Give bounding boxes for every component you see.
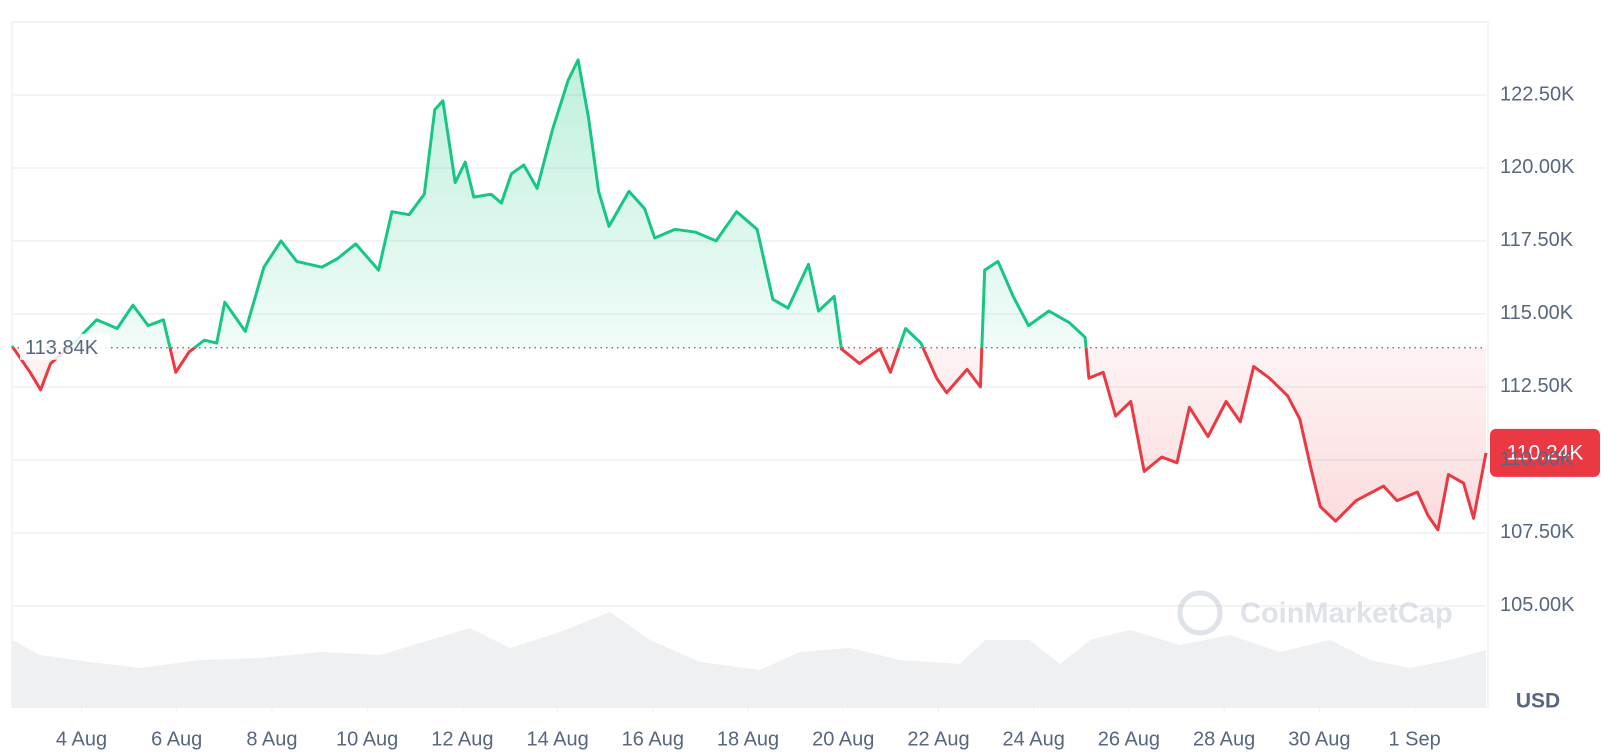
y-tick-label: 120.00K [1500,156,1575,178]
y-tick-label: 105.00K [1500,594,1575,616]
x-tick-label: 28 Aug [1193,728,1255,750]
volume-silhouette [12,612,1486,708]
y-unit-label: USD [1516,690,1560,713]
x-tick-label: 30 Aug [1288,728,1350,750]
y-tick-label: 112.50K [1500,375,1574,397]
x-tick-label: 18 Aug [717,728,779,750]
reference-label-bg [20,333,110,360]
plot: 113.84K 110.24K [10,58,1600,532]
x-tick-label: 4 Aug [56,728,107,750]
x-tick-label: 24 Aug [1003,728,1065,750]
reference-label: 113.84K [25,337,99,359]
last-price-tag [1490,428,1600,477]
y-tick-label: 115.00K [1500,302,1574,324]
x-tick-label: 6 Aug [151,728,202,750]
watermark-text: CoinMarketCap [1240,598,1453,630]
watermark: CoinMarketCap [1177,590,1453,636]
y-tick-label: 110.00K [1500,448,1574,470]
x-tick-label: 20 Aug [812,728,874,750]
x-tick-label: 10 Aug [336,728,398,750]
x-tick-label: 1 Sep [1388,728,1440,750]
x-tick-label: 26 Aug [1098,728,1160,750]
x-tick-label: 22 Aug [907,728,969,750]
last-price-label: 110.24K [1507,441,1584,464]
x-tick-label: 12 Aug [431,728,493,750]
x-tick-label: 8 Aug [246,728,297,750]
y-tick-label: 122.50K [1500,83,1575,105]
y-tick-label: 117.50K [1500,229,1574,251]
price-line [10,58,1488,532]
x-tick-label: 14 Aug [526,728,588,750]
x-tick-label: 16 Aug [622,728,684,750]
y-tick-label: 107.50K [1500,521,1575,543]
